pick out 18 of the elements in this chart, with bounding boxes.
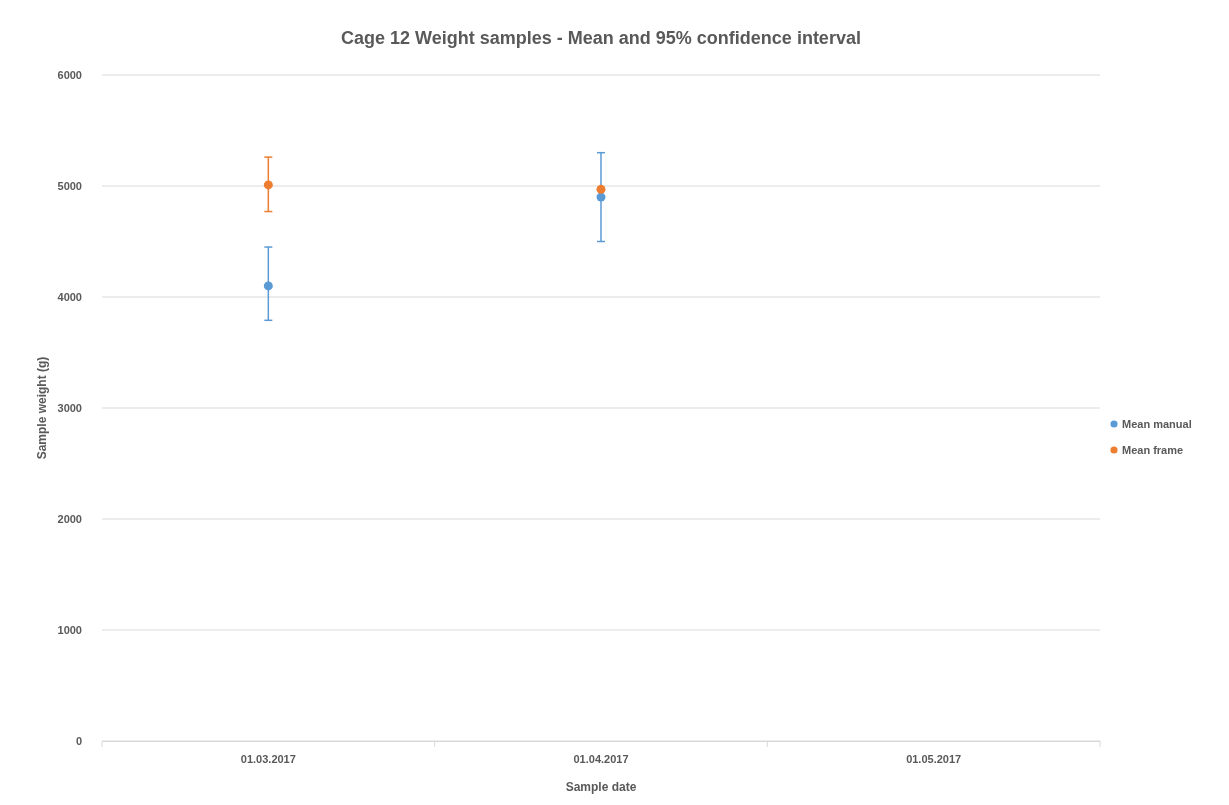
x-tick-label: 01.05.2017: [906, 752, 962, 765]
y-tick-label: 1000: [57, 624, 82, 637]
y-tick-label: 3000: [57, 402, 82, 415]
y-tick-label: 2000: [57, 513, 82, 526]
x-tick-label: 01.03.2017: [240, 752, 296, 765]
point: [596, 184, 606, 194]
y-tick-label: 5000: [57, 180, 82, 193]
x-tick-label: 01.04.2017: [573, 752, 629, 765]
y-axis-title: Sample weight (g): [35, 356, 49, 460]
point: [263, 281, 273, 291]
y-tick-label: 0: [75, 735, 82, 748]
legend-label: Mean manual: [1122, 418, 1192, 430]
y-tick-label: 4000: [57, 291, 82, 304]
chart-title: Cage 12 Weight samples - Mean and 95% confidence interval: [341, 28, 861, 48]
y-tick-label: 6000: [57, 69, 82, 82]
point: [263, 180, 273, 190]
legend-label: Mean frame: [1122, 444, 1184, 456]
x-axis-title: Sample date: [565, 780, 637, 794]
